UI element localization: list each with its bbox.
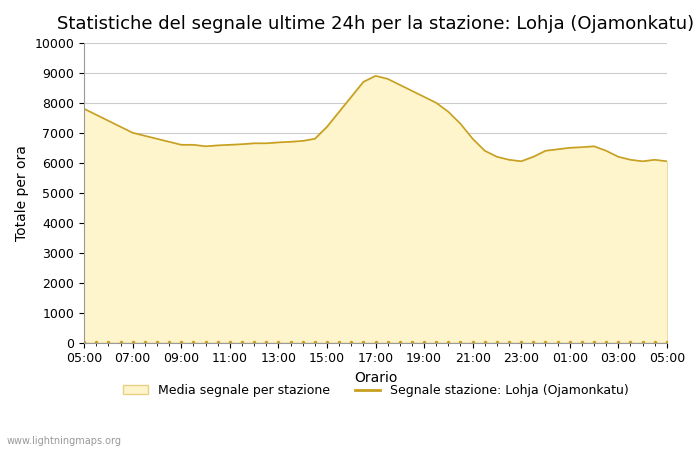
Y-axis label: Totale per ora: Totale per ora	[15, 145, 29, 241]
Legend: Media segnale per stazione, Segnale stazione: Lohja (Ojamonkatu): Media segnale per stazione, Segnale staz…	[118, 379, 634, 402]
Text: www.lightningmaps.org: www.lightningmaps.org	[7, 436, 122, 446]
Title: Statistiche del segnale ultime 24h per la stazione: Lohja (Ojamonkatu): Statistiche del segnale ultime 24h per l…	[57, 15, 694, 33]
X-axis label: Orario: Orario	[354, 371, 397, 385]
